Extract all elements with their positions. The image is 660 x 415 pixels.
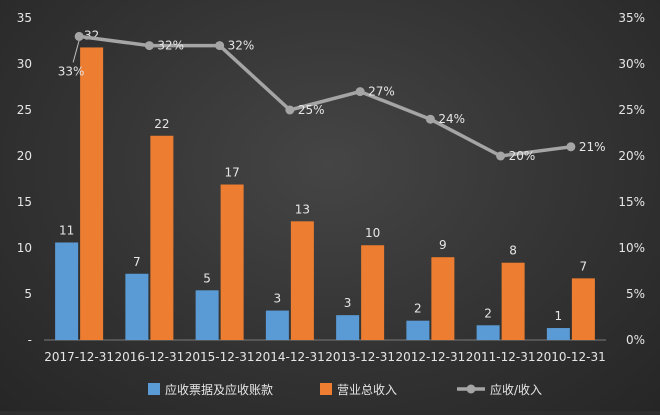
ratio-data-label: 20% xyxy=(509,149,536,163)
receivables-bar xyxy=(195,290,219,340)
left-tick-label: 20 xyxy=(17,149,32,163)
receivables-bar xyxy=(476,325,500,340)
revenue-bar xyxy=(501,262,525,340)
x-tick-label: 2010-12-31 xyxy=(536,350,606,364)
left-tick-label: 15 xyxy=(17,195,32,209)
legend-label: 营业总收入 xyxy=(337,383,397,397)
receivables-bar xyxy=(125,273,149,340)
revenue-bar xyxy=(220,184,244,340)
receivables-bar xyxy=(406,320,430,340)
legend-swatch xyxy=(320,383,332,395)
left-tick-label: 35 xyxy=(17,11,32,25)
x-tick-label: 2012-12-31 xyxy=(396,350,466,364)
ratio-marker xyxy=(355,87,365,97)
receivables-bar xyxy=(55,242,79,340)
revenue-bar xyxy=(571,278,595,340)
ratio-marker xyxy=(215,41,225,51)
left-tick-label: 30 xyxy=(17,57,32,71)
right-y-axis: 0% 5% 10% 15% 20% 25% 30% 35% xyxy=(618,11,645,347)
ratio-marker xyxy=(74,31,84,41)
x-tick-label: 2016-12-31 xyxy=(115,350,185,364)
right-tick-label: 30% xyxy=(618,57,645,71)
left-tick-label: 5 xyxy=(24,287,32,301)
revenue-bar xyxy=(290,221,314,340)
ratio-marker xyxy=(425,114,435,124)
right-tick-label: 25% xyxy=(618,103,645,117)
ratio-data-label: 21% xyxy=(579,140,606,154)
receivables-bar xyxy=(336,315,360,340)
ratio-data-label: 24% xyxy=(438,112,465,126)
receivables-data-label: 5 xyxy=(203,271,211,285)
right-tick-label: 0% xyxy=(626,333,645,347)
revenue-data-label: 9 xyxy=(439,238,447,252)
revenue-data-label: 13 xyxy=(295,202,310,216)
revenue-bar xyxy=(150,135,174,340)
left-y-axis: - 5 10 15 20 25 30 35 xyxy=(17,11,32,347)
legend-label: 应收票据及应收账款 xyxy=(165,382,273,397)
right-tick-label: 35% xyxy=(618,11,645,25)
revenue-data-label: 17 xyxy=(224,166,239,180)
x-tick-label: 2011-12-31 xyxy=(466,350,536,364)
x-tick-label: 2017-12-31 xyxy=(44,350,114,364)
revenue-bar xyxy=(80,47,104,340)
receivables-data-label: 2 xyxy=(484,306,492,320)
revenue-bar xyxy=(431,257,455,340)
ratio-marker xyxy=(566,142,576,152)
receivables-data-label: 3 xyxy=(344,296,352,310)
x-tick-label: 2014-12-31 xyxy=(255,350,325,364)
ratio-data-label: 25% xyxy=(298,103,325,117)
ratio-data-label: 32% xyxy=(157,39,184,53)
right-tick-label: 20% xyxy=(618,149,645,163)
x-axis: 2017-12-31 2016-12-31 2015-12-31 2014-12-31… xyxy=(44,339,606,364)
revenue-data-label: 7 xyxy=(580,259,588,273)
ratio-marker xyxy=(144,41,154,51)
legend-swatch xyxy=(148,383,160,395)
x-tick-label: 2013-12-31 xyxy=(325,350,395,364)
ratio-marker xyxy=(496,151,506,161)
legend: 应收票据及应收账款 营业总收入 应收/收入 xyxy=(148,382,542,397)
right-tick-label: 15% xyxy=(618,195,645,209)
revenue-data-label: 8 xyxy=(509,244,517,258)
receivables-bar xyxy=(546,328,570,340)
ratio-data-label: 27% xyxy=(368,85,395,99)
receivables-data-label: 1 xyxy=(555,309,563,323)
x-tick-label: 2015-12-31 xyxy=(185,350,255,364)
ratio-line xyxy=(78,34,572,158)
revenue-data-label: 22 xyxy=(154,117,169,131)
legend-label: 应收/收入 xyxy=(490,382,542,397)
revenue-bar xyxy=(361,245,385,340)
receivables-data-label: 11 xyxy=(59,223,74,237)
left-tick-label: - xyxy=(28,333,32,347)
legend-line-marker xyxy=(466,384,476,394)
right-tick-label: 10% xyxy=(618,241,645,255)
ratio-data-label: 32% xyxy=(228,39,255,53)
ratio-marker xyxy=(285,105,295,115)
ratio-label-leader xyxy=(72,40,80,63)
receivables-data-label: 3 xyxy=(274,292,282,306)
ratio-data-label: 33% xyxy=(58,64,85,78)
revenue-data-label: 10 xyxy=(365,226,380,240)
receivables-bar xyxy=(265,310,289,340)
receivables-data-label: 2 xyxy=(414,302,422,316)
line-series: 33% 32% 32% 25% 27% 24% 20% 21% xyxy=(58,31,606,163)
receivables-data-label: 7 xyxy=(133,255,141,269)
right-tick-label: 5% xyxy=(626,287,645,301)
left-tick-label: 25 xyxy=(17,103,32,117)
left-tick-label: 10 xyxy=(17,241,32,255)
